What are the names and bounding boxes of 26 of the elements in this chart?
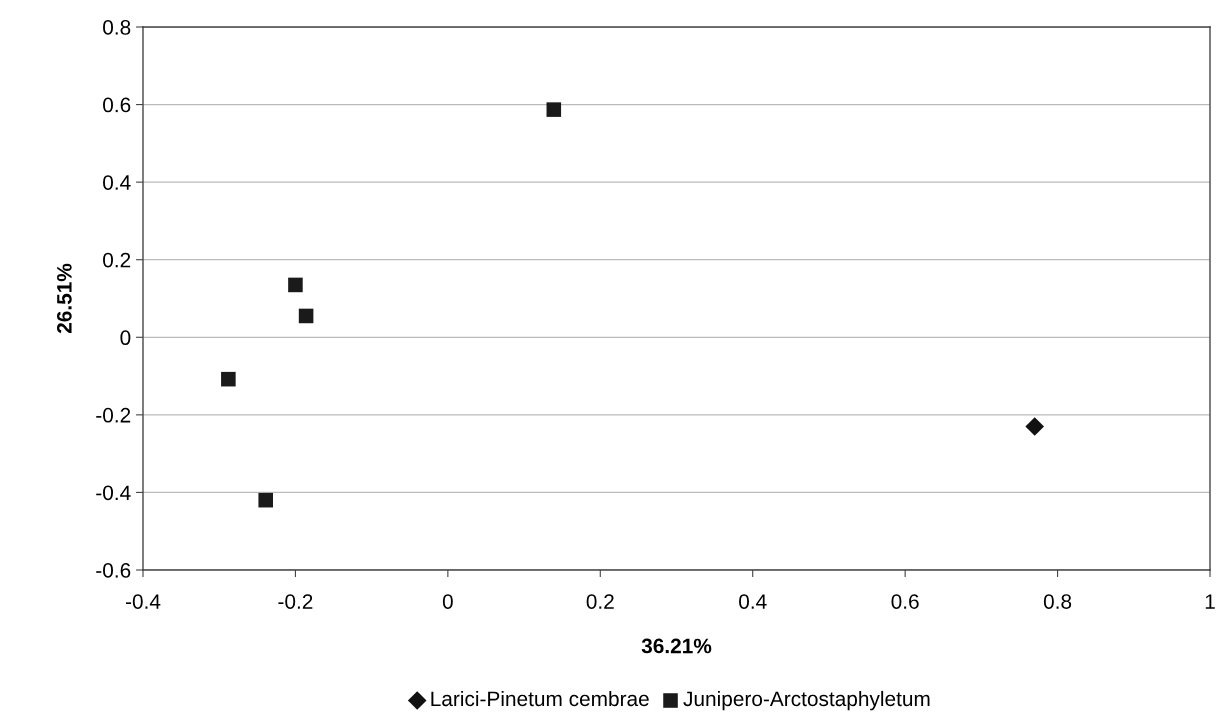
y-tick-label: 0.8	[103, 20, 131, 35]
y-tick-label: -0.4	[96, 485, 131, 501]
point	[221, 371, 236, 387]
y-tick-label: 0.4	[103, 175, 131, 190]
point	[546, 102, 562, 117]
legend-label: Larici-Pinetum cembrae	[431, 690, 649, 707]
x-tick-label: -0.2	[278, 594, 313, 609]
y-axis-title: 26.51%	[56, 263, 72, 334]
y-tick-label: -0.6	[96, 563, 131, 578]
x-tick-label: 0.2	[586, 594, 614, 609]
point	[288, 277, 303, 293]
x-axis-title: 36.21%	[641, 638, 712, 654]
y-tick-label: 0.6	[103, 97, 131, 113]
point	[258, 492, 273, 508]
x-tick-label: 1	[1205, 594, 1215, 609]
x-tick-label: 0.8	[1043, 594, 1072, 609]
point	[1025, 417, 1045, 436]
y-tick-label: -0.2	[96, 407, 131, 423]
y-tick-label: 0	[120, 330, 131, 346]
x-tick-label: 0.6	[891, 594, 919, 609]
y-tick-label: 0.2	[103, 252, 131, 268]
x-tick-label: 0.4	[739, 594, 767, 609]
legend-label: Junipero-Arctostaphyletum	[683, 690, 930, 711]
point	[298, 308, 314, 324]
x-tick-label: 0	[442, 594, 453, 609]
x-tick-label: -0.4	[125, 594, 161, 609]
